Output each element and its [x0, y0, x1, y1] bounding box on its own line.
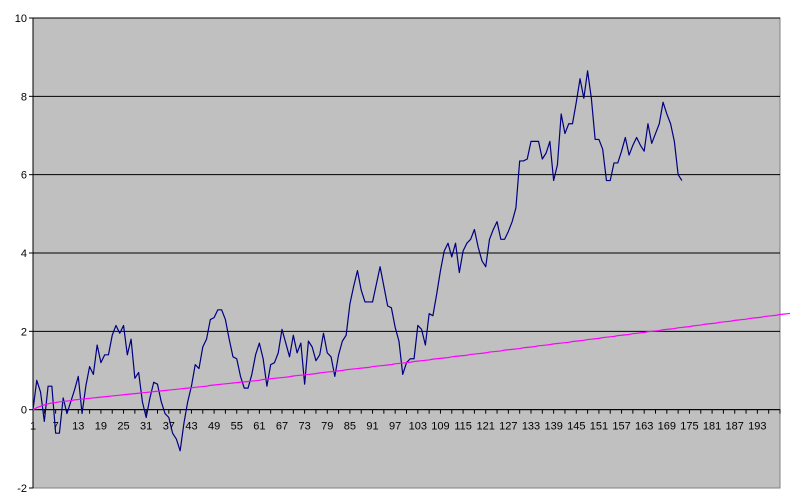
x-tick-label: 109 [431, 421, 449, 433]
x-tick-label: 121 [477, 421, 495, 433]
x-tick-label: 157 [612, 421, 630, 433]
series-line-2 [32, 312, 790, 411]
y-tick-label: 4 [21, 248, 27, 260]
series-layer [32, 70, 790, 452]
x-tick-label: 67 [276, 421, 288, 433]
series-line-1 [32, 70, 683, 452]
x-tick-label: 37 [163, 421, 175, 433]
x-tick-label: 151 [590, 421, 608, 433]
x-tick-label: 43 [185, 421, 197, 433]
x-tick-label: 49 [208, 421, 220, 433]
x-tick-label: 163 [635, 421, 653, 433]
x-tick-label: 31 [140, 421, 152, 433]
x-tick-label: 181 [703, 421, 721, 433]
y-tick-label: 8 [21, 91, 27, 103]
x-tick-label: 25 [117, 421, 129, 433]
x-tick-label: 91 [366, 421, 378, 433]
x-tick-label: 187 [726, 421, 744, 433]
x-tick-label: 145 [567, 421, 585, 433]
x-tick-label: 139 [544, 421, 562, 433]
y-tick-label: -2 [17, 483, 27, 495]
x-tick-label: 133 [522, 421, 540, 433]
y-tick-label: 10 [15, 13, 27, 25]
x-tick-label: 1 [30, 421, 36, 433]
x-tick-label: 115 [454, 421, 472, 433]
x-tick-label: 193 [748, 421, 766, 433]
x-axis: 1 7 13 19 25 31 37 43 49 55 61 67 73 79 85 91 97 103 109 11… [30, 409, 781, 433]
y-tick-label: 0 [21, 405, 27, 417]
y-tick-label: 2 [21, 326, 27, 338]
y-tick-label: 6 [21, 170, 27, 182]
x-tick-label: 19 [95, 421, 107, 433]
x-tick-label: 127 [499, 421, 517, 433]
x-tick-label: 79 [321, 421, 333, 433]
x-tick-label: 73 [299, 421, 311, 433]
x-tick-label: 55 [231, 421, 243, 433]
x-tick-label: 175 [680, 421, 698, 433]
x-tick-label: 13 [72, 421, 84, 433]
x-tick-label: 169 [658, 421, 676, 433]
x-tick-label: 103 [409, 421, 427, 433]
x-tick-label: 97 [389, 421, 401, 433]
x-tick-label: 85 [344, 421, 356, 433]
x-tick-label: 61 [253, 421, 265, 433]
